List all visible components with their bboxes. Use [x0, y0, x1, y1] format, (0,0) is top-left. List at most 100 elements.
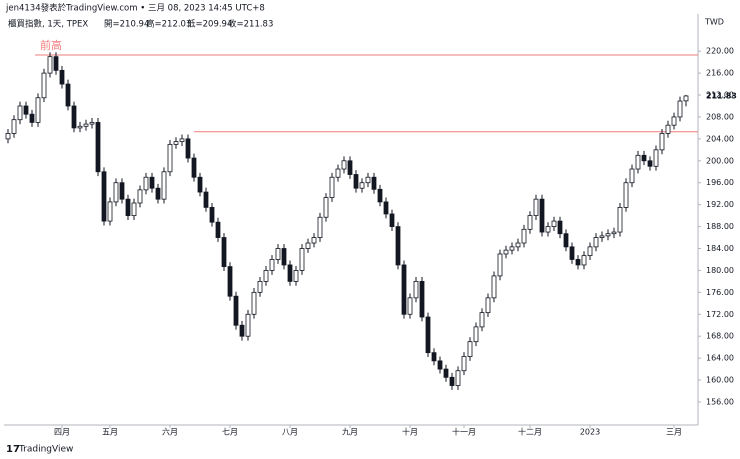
y-tick-label: 200.00: [706, 156, 734, 165]
candle-body: [281, 248, 287, 266]
candle-body: [539, 198, 545, 233]
candle-body: [401, 264, 407, 315]
candle-body: [263, 270, 269, 282]
candle-body: [125, 198, 131, 217]
candle-body: [455, 370, 461, 386]
x-tick-label: 六月: [162, 427, 178, 437]
brand: 17 TradingView: [6, 444, 73, 455]
candle-body: [677, 100, 683, 118]
candle-body: [293, 270, 299, 282]
candle-body: [137, 189, 143, 204]
y-tick-label: 208.00: [706, 112, 734, 121]
y-tick-label: 168.00: [706, 332, 734, 341]
candle-body: [29, 113, 35, 123]
candle-body: [653, 149, 659, 167]
candle-body: [671, 116, 677, 126]
candle-body: [593, 237, 599, 248]
candle-body: [647, 160, 653, 167]
candle-body: [323, 197, 329, 218]
candle-body: [251, 291, 257, 315]
author-line: jen4134發表於TradingView.com • 三月 08, 2023 …: [5, 3, 265, 14]
candle-body: [659, 132, 665, 151]
candle-body: [395, 226, 401, 266]
candle-body: [107, 201, 113, 222]
candle-body: [149, 176, 155, 189]
y-tick-label: 172.00: [706, 310, 734, 319]
candle-body: [515, 242, 521, 248]
candle-body: [119, 182, 125, 200]
candle-body: [473, 326, 479, 343]
candle-body: [233, 295, 239, 326]
ohlc-close: 收=211.83: [228, 19, 273, 30]
candle-body: [167, 143, 173, 173]
candle-body: [35, 97, 41, 123]
candle-body: [71, 105, 77, 129]
candle-body: [287, 264, 293, 282]
candle-body: [665, 124, 671, 134]
symbol: 櫃買指數, 1天, TPEX: [8, 19, 88, 30]
candle-body: [605, 233, 611, 237]
candle-body: [23, 105, 29, 115]
candle-body: [383, 201, 389, 215]
x-tick-label: 三月: [666, 428, 682, 437]
candle-body: [347, 160, 353, 175]
candle-body: [83, 123, 89, 127]
candle-body: [407, 297, 413, 315]
x-tick-label: 十二月: [518, 427, 542, 437]
candle-body: [179, 138, 185, 143]
candle-body: [269, 259, 275, 271]
x-tick-label: 五月: [102, 428, 118, 437]
candle-body: [299, 248, 305, 271]
candle-body: [173, 141, 179, 145]
candle-body: [509, 246, 515, 251]
candle-body: [365, 176, 371, 184]
candle-body: [557, 220, 563, 235]
candle-body: [497, 253, 503, 277]
y-tick-label: 204.00: [706, 134, 734, 143]
candle-body: [161, 171, 167, 200]
candle-body: [449, 376, 455, 386]
candle-body: [143, 176, 149, 191]
candle-body: [623, 182, 629, 208]
y-tick-label: 156.00: [706, 397, 734, 406]
y-tick-label: 160.00: [706, 376, 734, 385]
candle-body: [95, 122, 101, 173]
candle-body: [521, 228, 527, 244]
currency: TWD: [704, 18, 724, 27]
candle-body: [197, 176, 203, 193]
candle-body: [209, 206, 215, 223]
candle-body: [551, 220, 557, 227]
candle-body: [575, 259, 581, 266]
candle-body: [683, 95, 689, 102]
candle-body: [569, 246, 575, 260]
candle-body: [317, 216, 323, 238]
x-tick-label: 十月: [402, 427, 418, 437]
x-tick-label: 十一月: [452, 427, 476, 437]
ohlc-open: 開=210.94: [104, 20, 149, 30]
y-tick-label: 180.00: [706, 266, 734, 275]
candle-body: [11, 119, 17, 134]
x-tick-label: 八月: [282, 428, 298, 437]
candle-body: [59, 69, 65, 85]
candle-body: [599, 235, 605, 238]
y-tick-label: 196.00: [706, 178, 734, 187]
candle-body: [257, 280, 263, 293]
candle-body: [215, 221, 221, 238]
candle-body: [275, 248, 281, 260]
candle-body: [425, 316, 431, 354]
y-tick-label: 216.00: [706, 69, 734, 78]
candle-body: [305, 242, 311, 249]
candle-body: [635, 154, 641, 170]
candle-body: [563, 233, 569, 248]
x-tick-label: 2023: [580, 428, 600, 437]
last-price-label: 211.83: [706, 91, 737, 100]
x-tick-label: 四月: [54, 428, 70, 437]
candle-body: [419, 280, 425, 318]
candle-body: [113, 182, 119, 203]
x-tick-label: 九月: [342, 428, 358, 437]
candle-body: [545, 226, 551, 233]
candle-body: [77, 125, 83, 129]
candle-body: [443, 368, 449, 378]
candle-body: [47, 56, 53, 74]
y-tick-label: 212.00: [706, 91, 734, 100]
